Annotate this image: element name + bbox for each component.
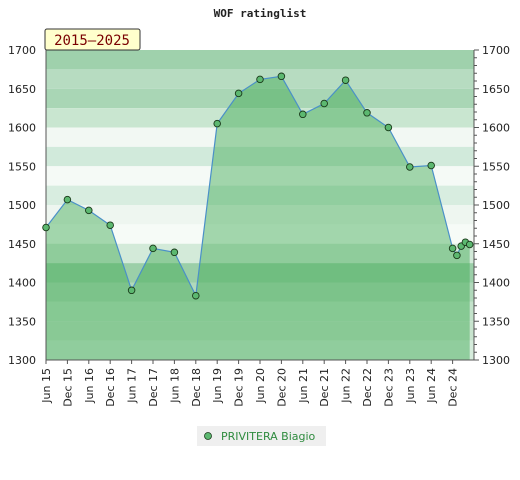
x-tick-label: Jun 23	[404, 368, 417, 404]
y-tick-label-left: 1500	[8, 199, 36, 212]
data-point[interactable]	[341, 76, 350, 84]
y-tick-label-left: 1350	[8, 315, 36, 328]
data-point[interactable]	[406, 163, 414, 171]
x-tick-label: Jun 20	[254, 368, 267, 404]
series-area	[46, 76, 470, 361]
data-point[interactable]	[170, 248, 179, 257]
data-point[interactable]	[42, 223, 50, 232]
x-tick-label: Jun 22	[340, 368, 353, 404]
data-point[interactable]	[106, 221, 114, 229]
legend-series-label: PRIVITERA Biagio	[221, 430, 316, 443]
x-tick-label: Dec 17	[147, 368, 160, 407]
y-tick-label-left: 1550	[8, 160, 36, 173]
y-tick-label-right: 1650	[482, 83, 510, 96]
chart-title: WOF ratinglist	[214, 7, 307, 20]
y-tick-label-left: 1450	[8, 238, 36, 251]
data-point[interactable]	[465, 240, 474, 249]
band-5	[46, 146, 474, 167]
band-7	[46, 185, 474, 205]
y-tick-labels-left: 1300 1350 1400 1450 1500 1550 1600 1650 1700	[8, 44, 36, 367]
data-point[interactable]	[320, 99, 328, 108]
band-14	[46, 321, 474, 341]
x-tick-label: Jun 21	[297, 368, 310, 404]
data-point[interactable]	[85, 206, 93, 215]
x-tick-label: Dec 16	[104, 368, 117, 407]
period-badge: 2015–2025	[44, 28, 141, 51]
legend-box	[197, 426, 326, 446]
background-bands	[46, 50, 474, 360]
axes	[45, 49, 479, 364]
data-point[interactable]	[299, 110, 307, 119]
y-tick-label-left: 1300	[8, 354, 36, 367]
x-tick-label: Dec 15	[61, 368, 74, 407]
y-tick-label-right: 1400	[482, 277, 510, 290]
y-tick-label-right: 1600	[482, 122, 510, 135]
data-point[interactable]	[234, 89, 243, 98]
band-9	[46, 224, 474, 244]
y-tick-label-right: 1350	[482, 315, 510, 328]
y-tick-label-right: 1500	[482, 199, 510, 212]
y-tick-label-left: 1600	[8, 122, 36, 135]
band-4	[46, 127, 474, 147]
data-point[interactable]	[63, 195, 72, 204]
y-tick-label-right: 1700	[482, 44, 510, 57]
band-2	[46, 88, 474, 109]
x-tick-label: Jun 19	[211, 368, 224, 404]
band-8	[46, 205, 474, 225]
data-point[interactable]	[277, 72, 286, 81]
band-6	[46, 166, 474, 186]
y-tick-label-right: 1550	[482, 160, 510, 173]
data-point[interactable]	[453, 251, 461, 260]
y-tick-label-left: 1700	[8, 44, 36, 57]
x-tick-label: Jun 16	[83, 368, 96, 404]
period-badge-label: 2015–2025	[54, 33, 130, 49]
data-point[interactable]	[213, 119, 221, 128]
legend[interactable]: PRIVITERA Biagio	[197, 426, 326, 446]
x-tick-label: Dec 18	[190, 368, 203, 407]
band-15	[46, 340, 474, 360]
band-11	[46, 263, 474, 283]
x-tick-label: Jun 24	[425, 368, 438, 404]
y-tick-labels-right: 1300 1350 1400 1450 1500 1550 1600 1650 1700	[482, 44, 510, 367]
x-tick-label: Dec 23	[382, 368, 395, 407]
data-point[interactable]	[384, 123, 393, 132]
data-point[interactable]	[448, 244, 457, 253]
x-tick-label: Dec 22	[361, 368, 374, 407]
y-tick-label-left: 1650	[8, 83, 36, 96]
x-tick-labels: Jun 15 Dec 15 Jun 16 Dec 16 Jun 17 Dec 17 Jun …	[40, 368, 460, 407]
data-point[interactable]	[256, 75, 264, 84]
legend-marker-icon	[204, 432, 212, 440]
data-point[interactable]	[363, 109, 371, 117]
x-tick-label: Jun 17	[126, 368, 139, 404]
x-tick-label: Dec 24	[447, 368, 460, 407]
x-tick-label: Dec 19	[233, 368, 246, 407]
period-badge-box	[44, 28, 141, 51]
band-12	[46, 282, 474, 302]
x-tick-label: Dec 20	[275, 368, 288, 407]
data-point[interactable]	[192, 291, 200, 300]
y-tick-label-left: 1400	[8, 277, 36, 290]
data-point[interactable]	[427, 161, 435, 170]
band-13	[46, 301, 474, 322]
x-tick-label: Dec 21	[318, 368, 331, 407]
x-tick-label: Jun 15	[40, 368, 53, 404]
data-point[interactable]	[127, 286, 136, 295]
data-point[interactable]	[149, 244, 157, 253]
y-tick-label-right: 1300	[482, 354, 510, 367]
y-tick-label-right: 1450	[482, 238, 510, 251]
data-points	[42, 72, 474, 300]
x-tick-label: Jun 18	[168, 368, 181, 404]
band-0	[46, 50, 474, 70]
